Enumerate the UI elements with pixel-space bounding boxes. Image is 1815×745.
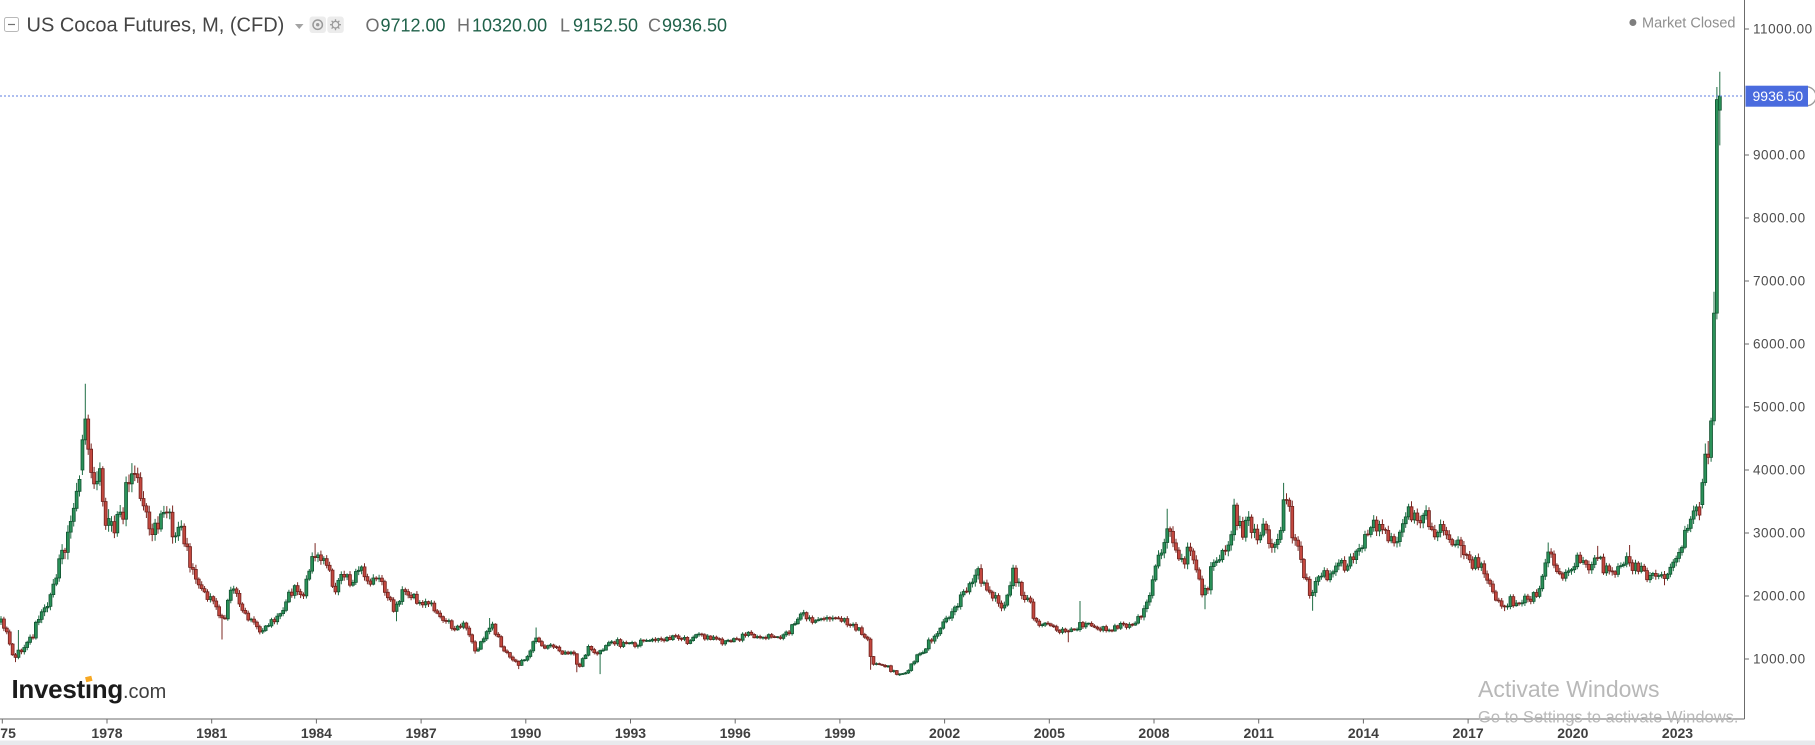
svg-text:1996: 1996 <box>720 725 751 741</box>
svg-text:8000.00: 8000.00 <box>1753 211 1806 226</box>
svg-text:2000.00: 2000.00 <box>1753 589 1806 604</box>
svg-text:9152.50: 9152.50 <box>573 16 638 36</box>
svg-text:9936.50: 9936.50 <box>1753 88 1804 104</box>
svg-text:3000.00: 3000.00 <box>1753 526 1806 541</box>
svg-text:1981: 1981 <box>196 725 227 741</box>
svg-text:2017: 2017 <box>1453 725 1484 741</box>
svg-text:L: L <box>560 16 570 36</box>
svg-text:1978: 1978 <box>91 725 122 741</box>
svg-text:2005: 2005 <box>1034 725 1065 741</box>
svg-text:1987: 1987 <box>406 725 437 741</box>
svg-text:2020: 2020 <box>1557 725 1588 741</box>
svg-text:1975: 1975 <box>0 725 16 741</box>
svg-text:Market Closed: Market Closed <box>1642 16 1735 32</box>
svg-text:C: C <box>648 16 661 36</box>
svg-text:H: H <box>457 16 470 36</box>
svg-text:9712.00: 9712.00 <box>381 16 446 36</box>
svg-text:2011: 2011 <box>1244 725 1275 741</box>
svg-text:Activate Windows: Activate Windows <box>1478 676 1660 702</box>
svg-text:O: O <box>366 16 380 36</box>
svg-text:6000.00: 6000.00 <box>1753 337 1806 352</box>
svg-text:1000.00: 1000.00 <box>1753 652 1806 667</box>
svg-text:10320.00: 10320.00 <box>472 16 547 36</box>
svg-text:7000.00: 7000.00 <box>1753 274 1806 289</box>
svg-text:2002: 2002 <box>929 725 960 741</box>
svg-text:4000.00: 4000.00 <box>1753 463 1806 478</box>
svg-text:2014: 2014 <box>1348 725 1379 741</box>
svg-text:1984: 1984 <box>301 725 332 741</box>
svg-text:1999: 1999 <box>824 725 855 741</box>
svg-text:1993: 1993 <box>615 725 646 741</box>
svg-text:9000.00: 9000.00 <box>1753 148 1806 163</box>
svg-text:Investıng: Investıng <box>12 674 123 704</box>
svg-text:2008: 2008 <box>1138 725 1169 741</box>
svg-text:5000.00: 5000.00 <box>1753 400 1806 415</box>
svg-text:9936.50: 9936.50 <box>662 16 727 36</box>
svg-text:1990: 1990 <box>510 725 541 741</box>
svg-text:Go to Settings to activate Win: Go to Settings to activate Windows. <box>1478 709 1738 727</box>
svg-text:US Cocoa Futures, M, (CFD): US Cocoa Futures, M, (CFD) <box>27 15 285 37</box>
svg-text:11000.00: 11000.00 <box>1753 22 1813 37</box>
svg-text:.com: .com <box>123 681 166 703</box>
svg-text:2023: 2023 <box>1662 725 1693 741</box>
